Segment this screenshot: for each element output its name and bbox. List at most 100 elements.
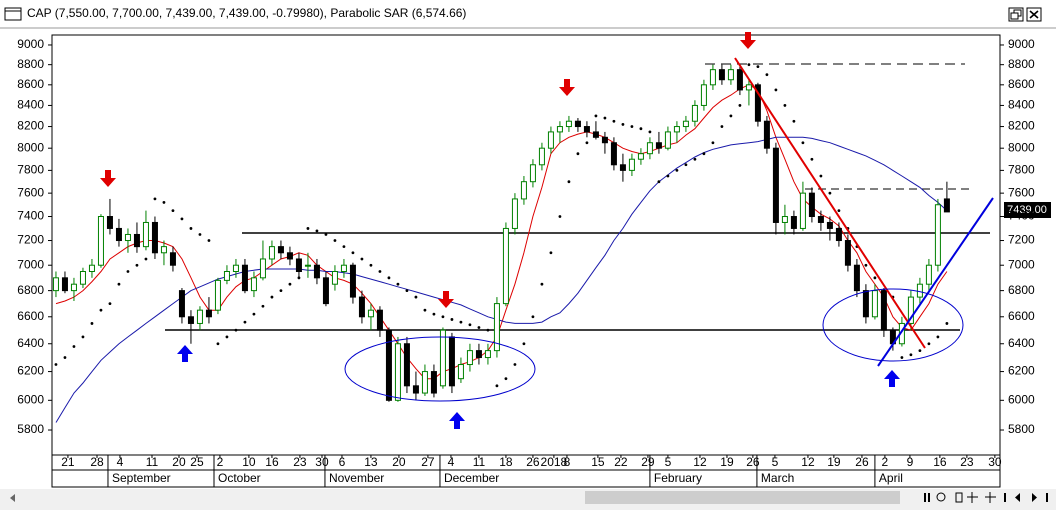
candle-body <box>70 283 77 292</box>
month-label: September <box>112 471 171 485</box>
sar-dot <box>549 251 553 255</box>
x-tick-label: 4 <box>448 455 455 469</box>
sar-dot <box>621 123 625 126</box>
scroll-left[interactable] <box>10 494 15 502</box>
sar-dot <box>774 88 778 92</box>
candle-body <box>547 131 554 149</box>
candle-body <box>925 264 932 285</box>
restore-button[interactable] <box>1008 7 1024 22</box>
y-tick-label: 8000 <box>17 140 44 154</box>
sar-dot <box>612 119 616 123</box>
sar-dot <box>675 168 679 172</box>
sar-dot <box>450 318 454 321</box>
last-price-tag <box>1004 202 1051 218</box>
sar-dot <box>180 217 184 221</box>
sar-dot <box>405 289 409 293</box>
candle-body <box>430 371 437 394</box>
candle-body <box>754 84 761 122</box>
y-tick-label: 8600 <box>17 77 44 91</box>
sar-dot <box>693 157 697 161</box>
scroll-thumb[interactable] <box>585 491 900 504</box>
candle-body <box>457 364 464 380</box>
sar-dot <box>396 282 400 286</box>
sar-dot <box>261 304 265 308</box>
y-tick-label: 8200 <box>17 119 44 133</box>
month-label: December <box>444 471 499 485</box>
sar-dot <box>927 342 931 346</box>
x-tick-label: 28 <box>90 455 104 469</box>
candle-body <box>556 126 563 133</box>
sar-dot <box>207 239 211 242</box>
month-label: April <box>879 471 903 485</box>
candle-body <box>520 181 527 200</box>
y-tick-label: 8000 <box>1008 140 1035 154</box>
y-tick-label: 7000 <box>1008 257 1035 271</box>
sar-dot <box>756 65 760 69</box>
last-price-label: 7439.00 <box>1007 204 1047 216</box>
candle-body <box>169 252 176 266</box>
sar-dot <box>909 353 913 357</box>
sar-dot <box>387 276 391 280</box>
sar-dot <box>486 328 490 332</box>
sar-dot <box>783 104 787 107</box>
candle-body <box>511 198 518 229</box>
month-label: October <box>218 471 261 485</box>
candle-body <box>916 283 923 298</box>
x-tick-label: 9 <box>907 455 914 469</box>
sar-dot <box>864 263 868 267</box>
sar-dot <box>315 229 319 233</box>
sar-dot <box>81 335 85 339</box>
candle-body <box>682 120 689 128</box>
sar-dot <box>126 270 130 273</box>
sar-dot <box>522 342 526 346</box>
candle-body <box>610 142 617 166</box>
candle-body <box>862 290 869 318</box>
sar-dot <box>585 141 589 145</box>
x-tick-label: 16 <box>265 455 279 469</box>
x-tick-label: 25 <box>190 455 204 469</box>
y-tick-label: 6400 <box>1008 336 1035 350</box>
sar-dot <box>477 326 481 329</box>
y-tick-label: 6000 <box>17 392 44 406</box>
sar-dot <box>837 209 841 213</box>
close-button[interactable] <box>1026 7 1042 22</box>
y-tick-label: 6800 <box>17 283 44 297</box>
sar-dot <box>567 180 571 184</box>
toolbar-icons[interactable] <box>924 492 1048 503</box>
moving-average-line <box>55 136 948 423</box>
sar-dot <box>819 174 823 178</box>
sar-dot <box>468 323 472 327</box>
x-tick-label: 11 <box>146 455 159 469</box>
candle-body <box>871 290 878 318</box>
month-label: February <box>654 471 702 485</box>
candle-body <box>538 147 545 166</box>
sar-dot <box>495 384 499 388</box>
candle-body <box>178 290 185 318</box>
y-tick-label: 6800 <box>1008 283 1035 297</box>
y-tick-label: 8400 <box>17 98 44 112</box>
candle-body <box>745 84 752 91</box>
x-tick-label: 26 <box>855 455 869 469</box>
candle-body <box>493 303 500 352</box>
x-tick-label: 20 <box>392 455 406 469</box>
candle-body <box>304 264 311 267</box>
x-tick-label: 19 <box>827 455 841 469</box>
sar-dot <box>162 201 166 204</box>
sar-dot <box>189 227 193 230</box>
candle-body <box>367 309 374 318</box>
sar-dot <box>945 322 949 325</box>
sar-dot <box>900 356 904 359</box>
sar-dot <box>630 125 634 128</box>
sar-dot <box>90 322 94 325</box>
y-tick-label: 8400 <box>1008 98 1035 112</box>
x-tick-label: 26 <box>746 455 760 469</box>
sar-dot <box>216 342 220 346</box>
chart-title: CAP (7,550.00, 7,700.00, 7,439.00, 7,439… <box>27 6 466 20</box>
candle-body <box>736 69 743 91</box>
x-tick-label: 29 <box>641 455 655 469</box>
sar-dot <box>765 73 769 77</box>
sar-dot <box>810 157 814 161</box>
y-tick-label: 7600 <box>17 185 44 199</box>
candle-body <box>934 204 941 266</box>
